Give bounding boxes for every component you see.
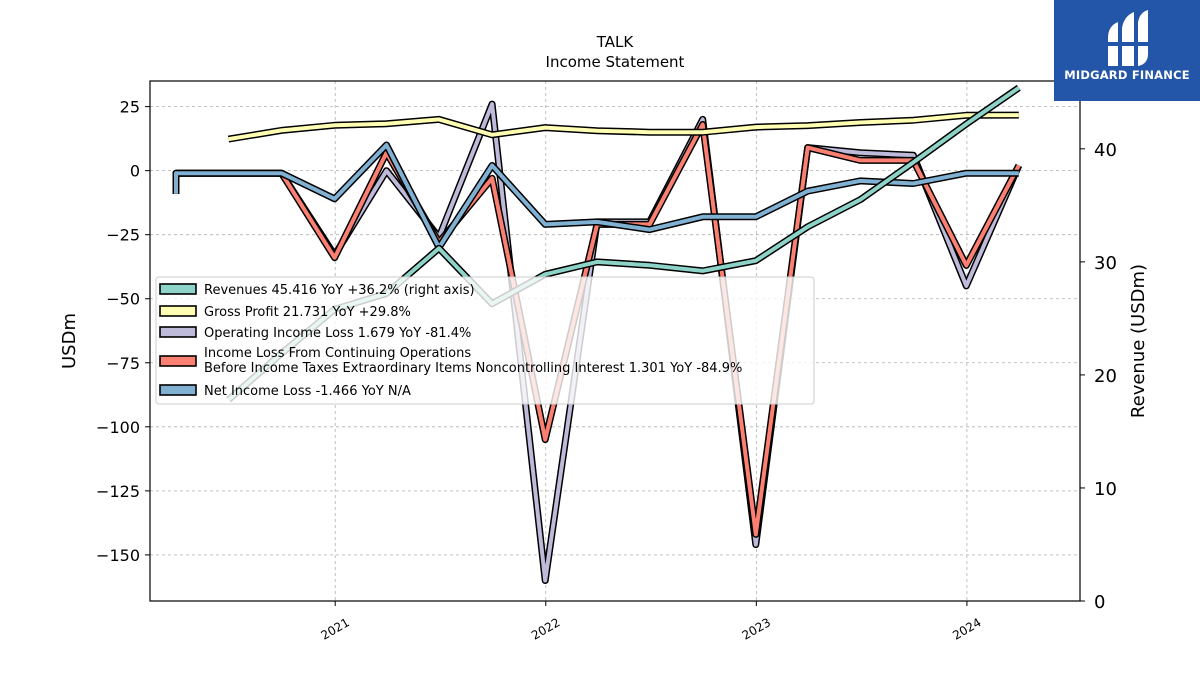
legend-swatch: [159, 305, 197, 317]
y2-axis-label: Revenue (USDm): [1128, 264, 1149, 418]
y-tick-label: −150: [96, 546, 140, 565]
y2-tick-label: 20: [1094, 366, 1117, 387]
y-tick-label: −50: [106, 290, 140, 309]
y-tick-label: 0: [130, 162, 140, 181]
series-line: [174, 143, 1019, 250]
legend-label: Income Loss From Continuing Operations: [204, 346, 471, 361]
chart-title: TALK: [596, 33, 635, 51]
y2-tick-label: 0: [1094, 592, 1105, 613]
y-tick-label: −75: [106, 354, 140, 373]
x-tick-label: 2024: [950, 615, 983, 642]
y-tick-label: 25: [120, 98, 140, 117]
y-axis-label: USDm: [59, 313, 80, 369]
brand-logo: MIDGARD FINANCE: [1054, 0, 1200, 101]
logo-text: MIDGARD FINANCE: [1064, 68, 1190, 82]
legend-swatch: [159, 384, 197, 396]
legend-label: Operating Income Loss 1.679 YoY -81.4%: [204, 326, 471, 341]
y-tick-label: −125: [96, 482, 140, 501]
legend-swatch: [159, 355, 197, 367]
legend-label: Before Income Taxes Extraordinary Items …: [204, 361, 742, 376]
legend-swatch: [159, 283, 197, 295]
y-tick-label: −25: [106, 226, 140, 245]
y-tick-label: −100: [96, 418, 140, 437]
plot-frame: [149, 80, 1081, 602]
legend-swatch: [159, 326, 197, 338]
legend-box: [155, 276, 815, 405]
x-tick-label: 2022: [529, 615, 562, 642]
series-line: [228, 113, 1019, 142]
axes: 25 0 −25 −50 −75 −100 −125 −150 2021 2022 2023 2024…: [96, 98, 1117, 643]
x-tick-label: 2021: [318, 615, 351, 642]
y2-tick-label: 40: [1094, 140, 1117, 161]
logo-mark-icon: [1106, 10, 1150, 66]
legend-label: Net Income Loss -1.466 YoY N/A: [204, 384, 411, 399]
chart-subtitle: Income Statement: [546, 53, 685, 71]
legend-label: Gross Profit 21.731 YoY +29.8%: [204, 305, 411, 320]
y2-tick-label: 30: [1094, 253, 1117, 274]
legend: Revenues 45.416 YoY +36.2% (right axis) G…: [155, 276, 815, 405]
series-line-outline: [227, 111, 1019, 143]
y2-tick-label: 10: [1094, 479, 1117, 500]
legend-label: Revenues 45.416 YoY +36.2% (right axis): [204, 283, 475, 298]
x-tick-label: 2023: [740, 615, 773, 642]
